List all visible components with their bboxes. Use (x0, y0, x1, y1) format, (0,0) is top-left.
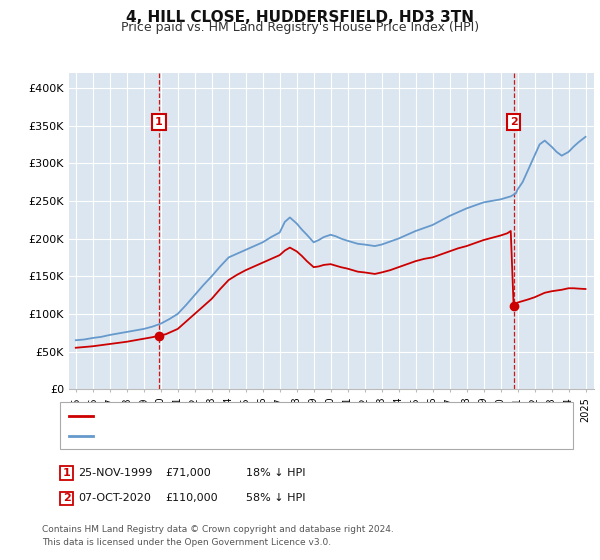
Text: 1: 1 (155, 117, 163, 127)
Text: Contains HM Land Registry data © Crown copyright and database right 2024.
This d: Contains HM Land Registry data © Crown c… (42, 525, 394, 547)
Text: £110,000: £110,000 (165, 493, 218, 503)
Text: 18% ↓ HPI: 18% ↓ HPI (246, 468, 305, 478)
Text: 25-NOV-1999: 25-NOV-1999 (78, 468, 152, 478)
Text: £71,000: £71,000 (165, 468, 211, 478)
Text: 07-OCT-2020: 07-OCT-2020 (78, 493, 151, 503)
Text: Price paid vs. HM Land Registry's House Price Index (HPI): Price paid vs. HM Land Registry's House … (121, 21, 479, 34)
Text: 58% ↓ HPI: 58% ↓ HPI (246, 493, 305, 503)
Text: 2: 2 (510, 117, 518, 127)
Text: 4, HILL CLOSE, HUDDERSFIELD, HD3 3TN: 4, HILL CLOSE, HUDDERSFIELD, HD3 3TN (126, 10, 474, 25)
Text: 1: 1 (63, 468, 70, 478)
Text: 2: 2 (63, 493, 70, 503)
Text: 4, HILL CLOSE, HUDDERSFIELD, HD3 3TN (detached house): 4, HILL CLOSE, HUDDERSFIELD, HD3 3TN (de… (96, 411, 404, 421)
Text: HPI: Average price, detached house, Kirklees: HPI: Average price, detached house, Kirk… (96, 431, 331, 441)
